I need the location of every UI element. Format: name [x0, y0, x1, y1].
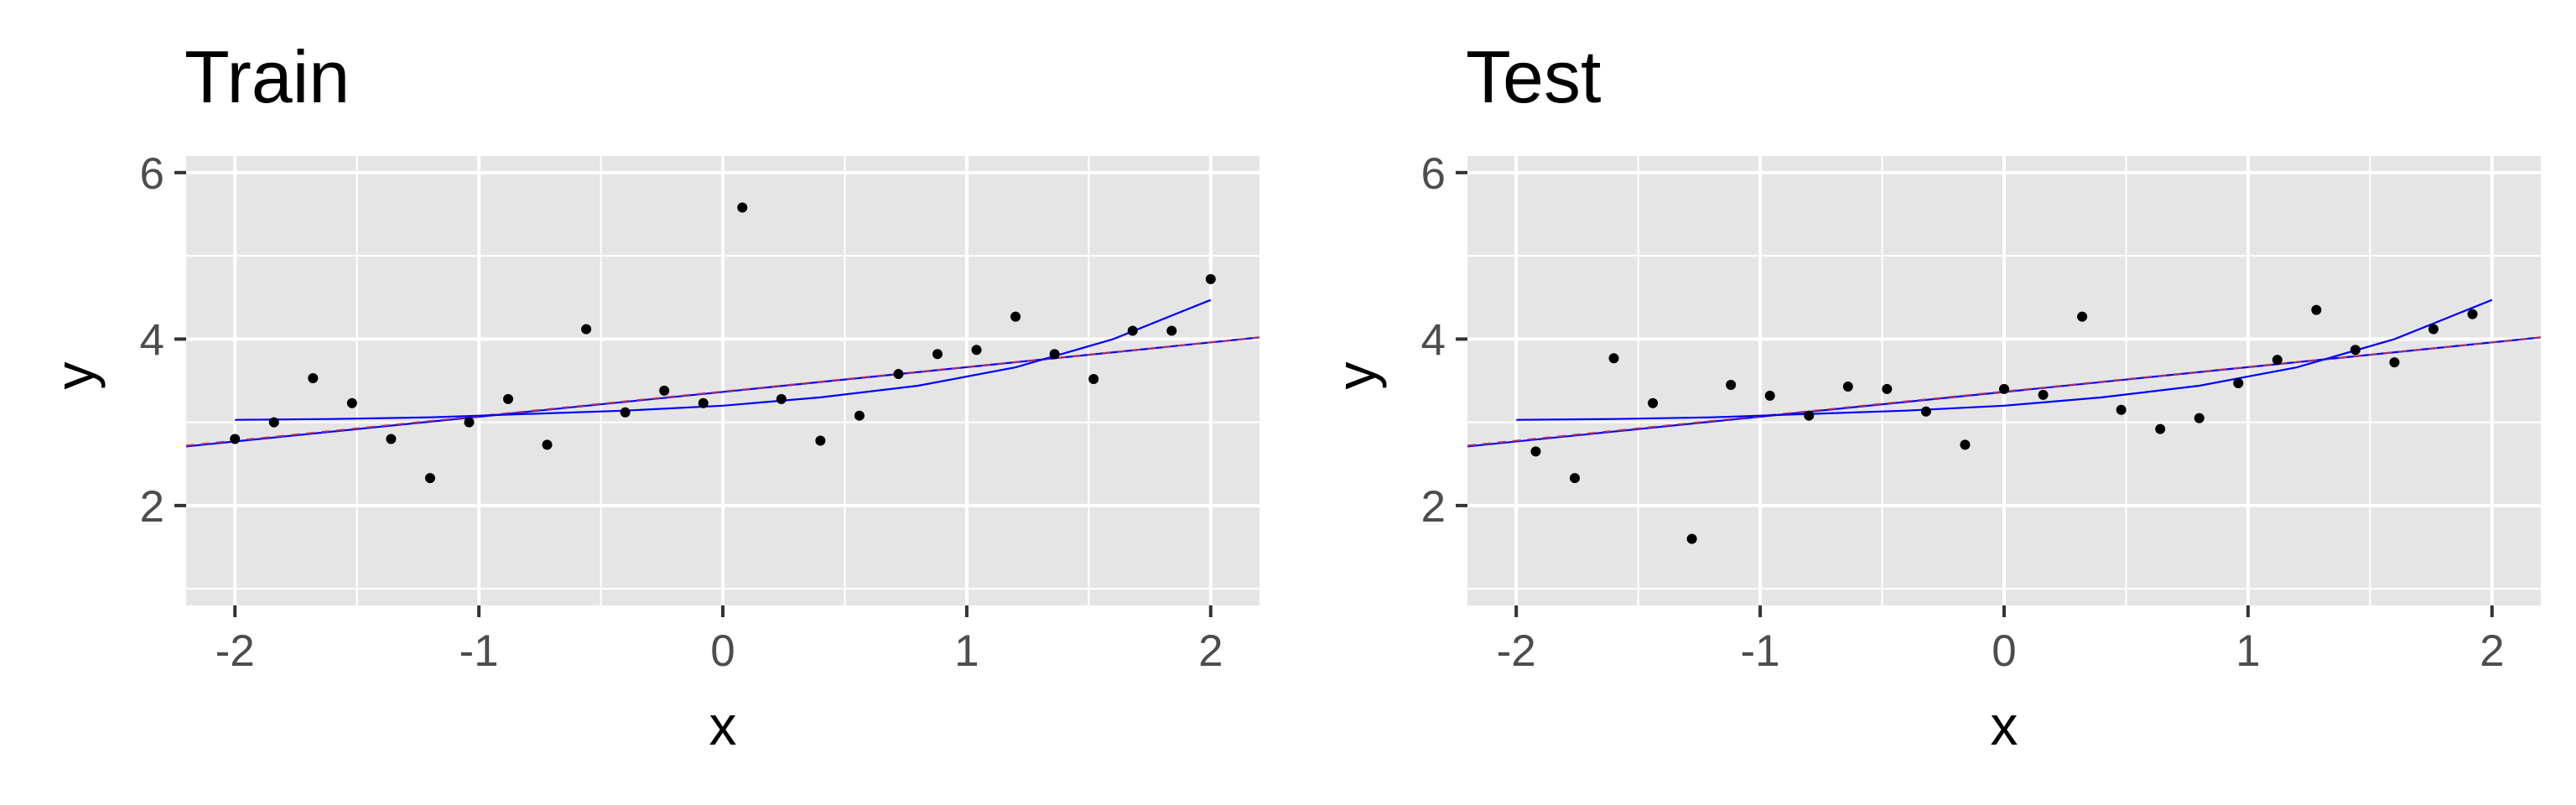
train-data-point	[1127, 325, 1138, 336]
test-data-point	[1960, 439, 1971, 450]
train-data-point	[659, 385, 670, 396]
test-data-point	[1726, 379, 1737, 390]
train-data-point	[424, 473, 435, 484]
test-data-point	[2350, 345, 2360, 356]
test-title: Test	[1466, 35, 1601, 118]
test-y-tick-label: 2	[1421, 482, 1446, 532]
train-data-point	[620, 407, 631, 418]
train-linear-fit-line	[186, 336, 1259, 448]
test-data-point	[1804, 410, 1815, 421]
train-data-point	[698, 397, 709, 408]
test-data-point	[2116, 404, 2127, 415]
test-data-point	[1882, 383, 1893, 394]
train-data-point	[346, 397, 357, 408]
train-data-point	[1049, 349, 1060, 360]
train-y-axis-title: y	[44, 362, 106, 390]
train-data-point	[230, 434, 241, 444]
train-x-tick-label: 2	[1198, 626, 1223, 676]
test-panel: Test x y -2 -1 0 1 2 2 4 6	[1325, 35, 2541, 756]
test-data-point	[2038, 389, 2049, 400]
train-data-point	[932, 349, 943, 360]
test-y-tick-label: 6	[1421, 149, 1446, 199]
train-data-point	[1166, 325, 1177, 336]
test-y-axis-title: y	[1325, 362, 1387, 390]
test-data-point	[2233, 377, 2244, 388]
train-title: Train	[184, 35, 350, 118]
train-data-point	[971, 345, 982, 356]
train-data-point	[893, 369, 904, 380]
train-data-point	[542, 439, 553, 450]
test-data-point	[2194, 413, 2205, 423]
test-x-tick-label: -2	[1497, 626, 1536, 676]
train-data-point	[1205, 273, 1216, 284]
train-x-tick-label: 0	[710, 626, 735, 676]
train-x-axis-title: x	[709, 694, 737, 756]
train-data-point	[1010, 311, 1021, 322]
test-x-tick-label: 2	[2480, 626, 2504, 676]
test-data-point	[1764, 390, 1775, 401]
test-data-point	[2311, 304, 2322, 315]
test-data-point	[2428, 324, 2438, 335]
train-data-point	[503, 393, 513, 404]
train-data-point	[815, 435, 826, 446]
test-data-point	[1570, 473, 1580, 484]
test-data-point	[2155, 423, 2166, 434]
train-data-point	[581, 324, 592, 335]
test-cubic-fit-line	[1516, 299, 2493, 421]
test-data-point	[1842, 381, 1853, 392]
test-y-tick-label: 4	[1421, 315, 1446, 365]
test-data-point	[2467, 309, 2478, 319]
test-data-point	[1608, 353, 1619, 364]
test-data-point	[1686, 533, 1697, 544]
test-data-point	[1530, 446, 1541, 457]
train-x-tick-label: 1	[954, 626, 979, 676]
train-data-point	[464, 417, 475, 428]
test-data-point	[1920, 406, 1931, 417]
test-data-point	[1648, 397, 1659, 408]
train-cubic-fit-line	[235, 299, 1212, 421]
train-data-point	[386, 434, 397, 444]
train-x-tick-label: -1	[460, 626, 499, 676]
train-y-tick-label: 4	[140, 315, 164, 365]
test-x-tick-label: -1	[1741, 626, 1780, 676]
train-data-point	[308, 373, 319, 384]
train-panel: Train x y -2 -1 0 1 2 2 4 6	[44, 35, 1259, 756]
test-data-point	[2077, 311, 2088, 322]
test-x-axis-title: x	[1991, 694, 2018, 756]
test-x-tick-label: 0	[1992, 626, 2016, 676]
train-y-tick-label: 2	[140, 482, 164, 532]
train-data-point	[737, 202, 748, 213]
test-data-point	[2389, 357, 2400, 368]
train-data-point	[776, 393, 787, 404]
train-data-point	[268, 417, 279, 428]
test-data-point	[1999, 383, 2009, 394]
test-x-tick-label: 1	[2236, 626, 2260, 676]
test-data-point	[2272, 355, 2283, 366]
train-data-point	[854, 410, 865, 421]
train-data-point	[1088, 374, 1099, 385]
train-y-tick-label: 6	[140, 149, 164, 199]
train-x-tick-label: -2	[216, 626, 255, 676]
